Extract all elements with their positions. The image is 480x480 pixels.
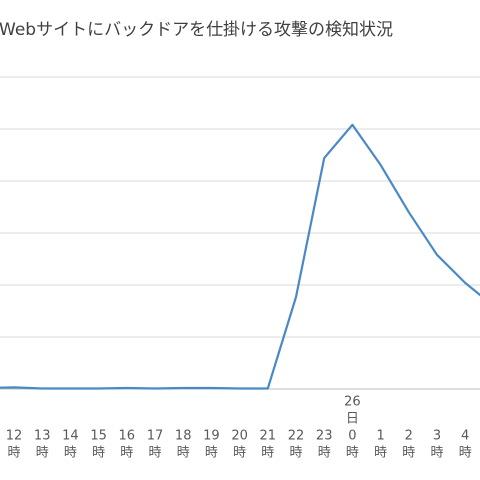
x-tick-label: 時 bbox=[7, 446, 20, 461]
x-tick-label: 13 bbox=[34, 429, 51, 444]
x-tick-label: 21 bbox=[260, 429, 277, 444]
x-tick-label: 時 bbox=[120, 446, 133, 461]
x-tick-label: 18 bbox=[175, 429, 192, 444]
x-tick-label: 23 bbox=[316, 429, 333, 444]
x-tick-label: 時 bbox=[374, 446, 387, 461]
x-tick-label: 3 bbox=[433, 429, 441, 444]
x-tick-label: 時 bbox=[36, 446, 49, 461]
x-tick-label: 12 bbox=[6, 429, 23, 444]
x-tick-label: 15 bbox=[90, 429, 107, 444]
x-tick-label: 時 bbox=[402, 446, 415, 461]
x-tick-label: 時 bbox=[233, 446, 246, 461]
x-tick-label: 時 bbox=[64, 446, 77, 461]
x-tick-label: 時 bbox=[346, 446, 359, 461]
x-tick-label: 時 bbox=[148, 446, 161, 461]
x-tick-label: 20 bbox=[231, 429, 248, 444]
x-tick-label: 14 bbox=[62, 429, 79, 444]
x-tick-label: 17 bbox=[147, 429, 164, 444]
chart-title: Webサイトにバックドアを仕掛ける攻撃の検知状況 bbox=[0, 20, 393, 40]
x-tick-label: 2 bbox=[405, 429, 413, 444]
x-tick-label: 時 bbox=[205, 446, 218, 461]
x-tick-label: 26 bbox=[344, 395, 361, 410]
x-tick-label: 1 bbox=[376, 429, 384, 444]
x-tick-label: 16 bbox=[119, 429, 136, 444]
data-line bbox=[0, 123, 480, 390]
x-tick-label: 19 bbox=[203, 429, 220, 444]
x-tick-label: 時 bbox=[177, 446, 190, 461]
x-tick-label: 日 bbox=[346, 412, 359, 427]
x-tick-label: 時 bbox=[92, 446, 105, 461]
x-tick-label: 0 bbox=[348, 429, 356, 444]
x-tick-label: 22 bbox=[288, 429, 305, 444]
x-tick-label: 4 bbox=[461, 429, 469, 444]
x-tick-label: 時 bbox=[318, 446, 331, 461]
x-tick-label: 時 bbox=[459, 446, 472, 461]
x-tick-label: 時 bbox=[261, 446, 274, 461]
x-tick-label: 時 bbox=[430, 446, 443, 461]
x-tick-label: 時 bbox=[289, 446, 302, 461]
